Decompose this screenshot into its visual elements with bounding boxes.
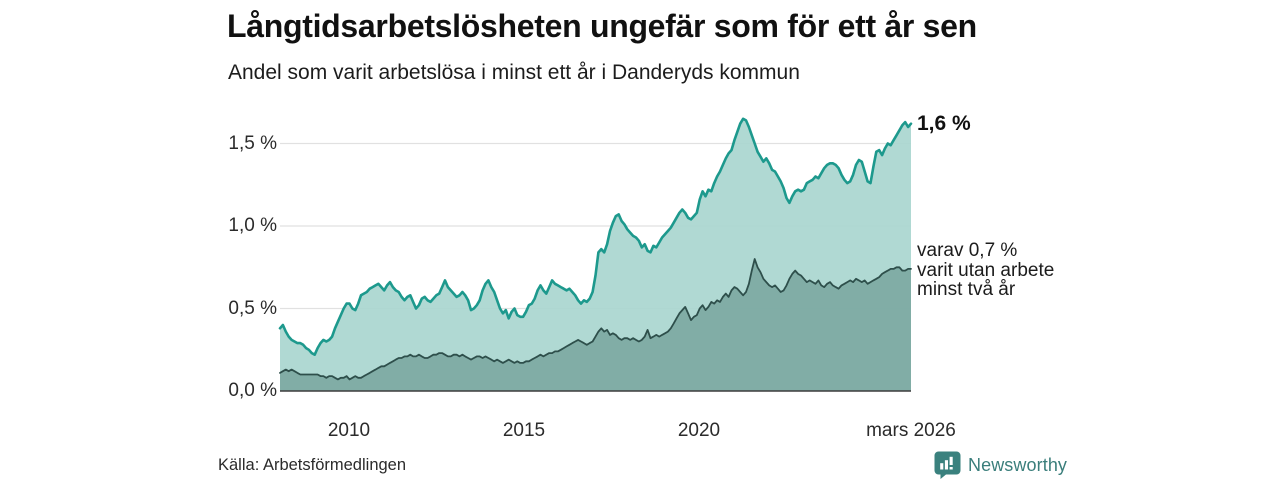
newsworthy-wordmark: Newsworthy (968, 454, 1068, 475)
series-end-value-label: 1,6 % (917, 112, 971, 135)
newsworthy-logo: Newsworthy (934, 451, 1067, 479)
series-annotation-line-1: varav 0,7 % (917, 240, 1018, 261)
series-annotation-line-2: varit utan arbete (917, 259, 1055, 281)
page-title: Långtidsarbetslösheten ungefär som för e… (227, 8, 977, 44)
series-annotation-line-3: minst två år (917, 279, 1016, 300)
newsworthy-logo-icon (934, 451, 961, 479)
x-axis-label-2015: 2015 (502, 420, 546, 441)
y-axis-label-1-5: 1,5 % (228, 133, 277, 154)
y-axis-label-1-0: 1,0 % (228, 215, 277, 236)
x-axis-label-2020: 2020 (677, 420, 721, 441)
x-axis-label-mars-2026: mars 2026 (866, 420, 956, 441)
y-axis-label-0-5: 0,5 % (228, 298, 277, 319)
source-note: Källa: Arbetsförmedlingen (218, 456, 407, 474)
y-axis-label-0-0: 0,0 % (228, 380, 277, 401)
page-subtitle: Andel som varit arbetslösa i minst ett å… (228, 61, 800, 84)
series-annotation: varav 0,7 % varit utan arbete minst två … (917, 241, 1054, 300)
x-axis-label-2010: 2010 (327, 420, 371, 441)
